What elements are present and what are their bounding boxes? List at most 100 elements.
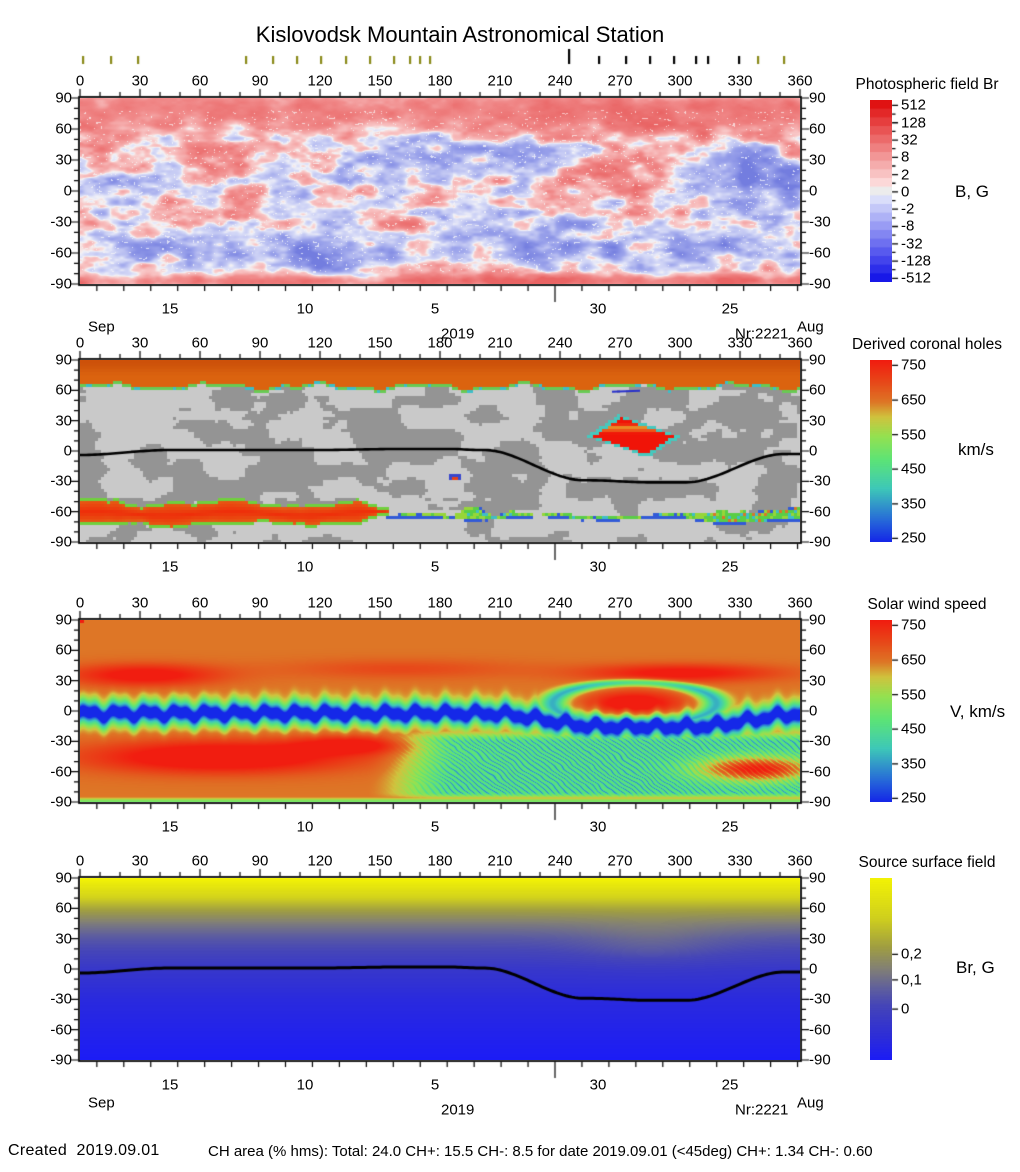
cbar-tick-label: 550 — [901, 686, 927, 704]
lon-tick-label: 180 — [427, 594, 453, 612]
lon-tick-label: 240 — [547, 594, 573, 612]
lon-tick-label: 270 — [607, 72, 633, 90]
lon-tick-label: 30 — [131, 334, 149, 352]
date-label: 15 — [161, 818, 179, 836]
month-label-sep-p1: Sep — [88, 318, 115, 336]
lat-tick-label: 30 — [55, 412, 72, 430]
lat-tick-label: 60 — [55, 899, 72, 917]
footer-created: Created 2019.09.01 — [8, 1142, 160, 1160]
lat-tick-label: 30 — [809, 151, 826, 169]
lat-tick-label: 90 — [55, 611, 72, 629]
lat-tick-label: -30 — [50, 990, 72, 1008]
unit-label-v-kms: V, km/s — [950, 702, 1006, 721]
lat-tick-label: -90 — [50, 793, 72, 811]
lon-tick-label: 300 — [667, 852, 693, 870]
lon-tick-label: 150 — [367, 852, 393, 870]
colorbar-title-photospheric: Photospheric field Br — [855, 76, 999, 93]
lat-tick-label: 90 — [55, 869, 72, 887]
cbar-tick-label: 750 — [901, 616, 927, 634]
lat-tick-label: 90 — [809, 611, 826, 629]
lon-tick-label: 330 — [727, 72, 753, 90]
lon-tick-label: 30 — [131, 72, 149, 90]
lat-tick-label: -60 — [50, 503, 72, 521]
footer-created-date: 2019.09.01 — [76, 1142, 160, 1159]
lon-tick-label: 0 — [75, 334, 85, 352]
lat-tick-label: -30 — [50, 472, 72, 490]
lon-tick-label: 120 — [307, 72, 333, 90]
lat-tick-label: 0 — [63, 442, 72, 460]
cbar-tick-label: 0 — [901, 1000, 910, 1018]
date-label: 5 — [430, 558, 440, 576]
colorbar-title-source-surface: Source surface field — [858, 854, 996, 871]
cbar-tick-label: 650 — [901, 651, 927, 669]
cbar-tick-label: 350 — [901, 495, 927, 513]
lon-tick-label: 150 — [367, 334, 393, 352]
lon-tick-label: 0 — [75, 72, 85, 90]
cbar-tick-label: -8 — [901, 217, 915, 235]
lat-tick-label: -30 — [809, 732, 831, 750]
colorbar-title-coronal-holes: Derived coronal holes — [852, 336, 1002, 353]
lat-tick-label: 90 — [809, 351, 826, 369]
lat-tick-label: 0 — [809, 702, 818, 720]
date-label: 15 — [161, 1076, 179, 1094]
cbar-tick-label: 550 — [901, 426, 927, 444]
cbar-tick-label: 250 — [901, 789, 927, 807]
cbar-tick-label: 2 — [901, 166, 910, 184]
lat-tick-label: 90 — [809, 89, 826, 107]
lon-tick-label: 90 — [251, 594, 269, 612]
lat-tick-label: 0 — [809, 182, 818, 200]
lon-tick-label: 210 — [487, 852, 513, 870]
lon-tick-label: 60 — [191, 334, 209, 352]
year-label-p4: 2019 — [441, 1101, 475, 1119]
lon-tick-label: 300 — [667, 594, 693, 612]
date-label: 5 — [430, 300, 440, 318]
date-label: 5 — [430, 1076, 440, 1094]
lat-tick-label: 0 — [63, 182, 72, 200]
lon-tick-label: 60 — [191, 594, 209, 612]
lat-tick-label: -90 — [50, 533, 72, 551]
month-label-aug-p4: Aug — [797, 1094, 824, 1112]
solar-wind-colorbar-canvas — [870, 620, 892, 802]
cbar-tick-label: 512 — [901, 96, 927, 114]
lat-tick-label: 30 — [809, 930, 826, 948]
lat-tick-label: 30 — [809, 412, 826, 430]
lon-tick-label: 120 — [307, 594, 333, 612]
cbar-tick-label: 250 — [901, 529, 927, 547]
date-label: 10 — [296, 1076, 314, 1094]
solar-wind-speed-map-canvas — [80, 620, 800, 802]
lat-tick-label: 60 — [809, 120, 826, 138]
lat-tick-label: 30 — [809, 672, 826, 690]
cbar-tick-label: 350 — [901, 755, 927, 773]
cbar-tick-label: 0,1 — [901, 971, 922, 989]
lat-tick-label: -90 — [50, 1051, 72, 1069]
lon-tick-label: 300 — [667, 72, 693, 90]
lon-tick-label: 90 — [251, 334, 269, 352]
footer-created-label: Created — [8, 1142, 68, 1159]
date-label: 25 — [721, 1076, 739, 1094]
lat-tick-label: 30 — [55, 672, 72, 690]
lon-tick-label: 210 — [487, 594, 513, 612]
unit-label-kms: km/s — [958, 440, 994, 459]
cbar-tick-label: 650 — [901, 391, 927, 409]
lon-tick-label: 330 — [727, 334, 753, 352]
lon-tick-label: 0 — [75, 852, 85, 870]
date-label: 25 — [721, 818, 739, 836]
lon-tick-label: 30 — [131, 594, 149, 612]
lat-tick-label: 0 — [63, 960, 72, 978]
rotation-label-p4: Nr:2221 — [735, 1101, 789, 1119]
date-label: 10 — [296, 818, 314, 836]
lon-tick-label: 30 — [131, 852, 149, 870]
date-label: 15 — [161, 300, 179, 318]
lon-tick-label: 360 — [787, 852, 813, 870]
cbar-tick-label: 128 — [901, 114, 927, 132]
lon-tick-label: 240 — [547, 72, 573, 90]
lat-tick-label: 90 — [55, 89, 72, 107]
lat-tick-label: 30 — [55, 930, 72, 948]
lat-tick-label: 60 — [55, 120, 72, 138]
unit-label-br-g: Br, G — [956, 958, 995, 977]
lat-tick-label: -30 — [809, 472, 831, 490]
lat-tick-label: -30 — [50, 732, 72, 750]
lon-tick-label: 270 — [607, 852, 633, 870]
photospheric-field-map-canvas — [80, 98, 800, 284]
